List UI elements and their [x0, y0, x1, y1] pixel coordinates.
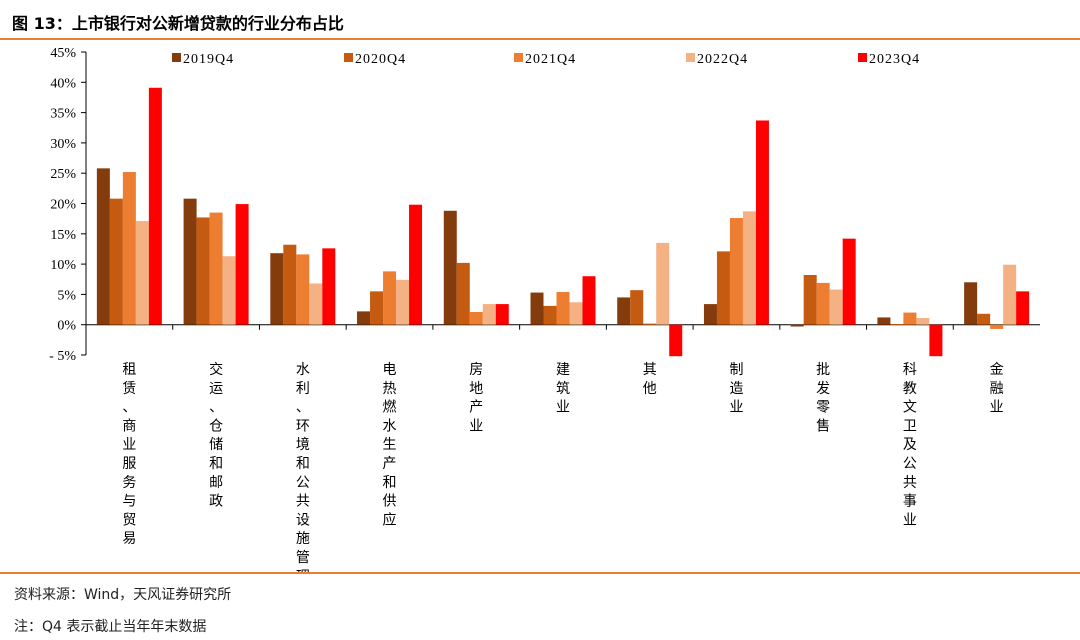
category-label: 交运、仓储和邮政 — [209, 361, 223, 510]
y-tick-label: 45% — [50, 46, 76, 61]
bar-2023Q4 — [235, 204, 249, 325]
category-label: 金融业 — [990, 362, 1004, 416]
bar-2021Q4 — [209, 212, 223, 325]
bar-chart: 45% 40% 35% 30% 25% 20% 15% 10% 5% 0% - 5% 租赁、商业服务… — [49, 46, 1040, 572]
legend-label: 2020Q4 — [355, 52, 406, 67]
y-tick-label: 40% — [50, 76, 76, 91]
bars — [96, 87, 1030, 357]
legend-swatch — [344, 53, 353, 62]
bar-2020Q4 — [370, 291, 384, 325]
legend-swatch — [172, 53, 181, 62]
bar-2020Q4 — [196, 217, 210, 325]
category-label: 批发零售 — [816, 362, 830, 434]
legend-swatch — [514, 53, 523, 62]
bar-2021Q4 — [556, 291, 570, 325]
bar-2022Q4 — [742, 211, 756, 325]
category-label: 水利、环境和公共设施管理 — [296, 362, 310, 572]
bar-2021Q4 — [296, 254, 310, 325]
category-label: 制造业 — [729, 362, 743, 416]
bar-2022Q4 — [309, 283, 323, 325]
category-label: 科教文卫及公共事业 — [903, 362, 917, 528]
bar-2023Q4 — [148, 87, 162, 325]
bar-2020Q4 — [283, 244, 297, 325]
bar-2019Q4 — [877, 317, 891, 325]
x-axis — [86, 324, 1040, 330]
bar-2019Q4 — [270, 253, 284, 325]
bar-2019Q4 — [96, 168, 110, 325]
y-tick-label: 15% — [50, 228, 76, 243]
bar-2019Q4 — [703, 304, 717, 325]
bar-2021Q4 — [643, 323, 657, 325]
source-note: 资料来源：Wind，天风证券研究所 — [14, 587, 232, 603]
category-labels: 租赁、商业服务与贸易 交运、仓储和邮政 水利、环境和公共设施管理 电热燃水生产和供应 房… — [122, 361, 1003, 572]
bar-2019Q4 — [357, 311, 371, 325]
y-tick-label: 10% — [50, 258, 76, 273]
bar-2022Q4 — [482, 304, 496, 325]
bar-2022Q4 — [222, 256, 236, 325]
bar-2019Q4 — [183, 198, 197, 325]
legend-label: 2021Q4 — [525, 52, 576, 67]
bar-2022Q4 — [656, 242, 670, 325]
bar-2022Q4 — [916, 318, 930, 325]
bar-2020Q4 — [456, 262, 470, 325]
bar-2023Q4 — [929, 324, 943, 357]
bar-2019Q4 — [964, 282, 978, 325]
legend-label: 2019Q4 — [183, 52, 234, 67]
footnote: 注：Q4 表示截止当年年末数据 — [14, 619, 207, 635]
y-tick-label: 20% — [50, 198, 76, 213]
bar-2019Q4 — [790, 324, 804, 327]
bar-2019Q4 — [530, 292, 544, 325]
bar-2020Q4 — [543, 305, 557, 325]
category-label: 建筑业 — [556, 362, 570, 416]
figure-title: 图 13：上市银行对公新增贷款的行业分布占比 — [12, 14, 344, 33]
bar-2021Q4 — [122, 171, 136, 325]
bar-2023Q4 — [495, 304, 509, 325]
bar-2019Q4 — [443, 210, 457, 325]
bar-2022Q4 — [569, 302, 583, 325]
bar-2023Q4 — [842, 238, 856, 325]
legend-label: 2022Q4 — [697, 52, 748, 67]
y-axis: 45% 40% 35% 30% 25% 20% 15% 10% 5% 0% - 5% — [49, 46, 87, 364]
category-label: 电热燃水生产和供应 — [383, 362, 397, 528]
y-tick-label: 0% — [57, 319, 76, 334]
top-rule — [0, 38, 1080, 40]
bar-2021Q4 — [903, 312, 917, 325]
bar-2021Q4 — [729, 218, 743, 325]
legend-swatch — [858, 53, 867, 62]
legend-swatch — [686, 53, 695, 62]
bar-2023Q4 — [409, 204, 423, 325]
bar-2023Q4 — [669, 324, 683, 357]
bar-2022Q4 — [829, 289, 843, 325]
category-label: 其他 — [643, 362, 657, 397]
bar-2021Q4 — [383, 271, 397, 325]
bar-2021Q4 — [816, 282, 830, 325]
bar-2020Q4 — [109, 198, 123, 325]
bar-2023Q4 — [322, 248, 336, 325]
bar-2023Q4 — [755, 120, 769, 325]
y-tick-label: 35% — [50, 107, 76, 122]
bar-2021Q4 — [990, 324, 1004, 329]
y-tick-label: - 5% — [49, 349, 76, 364]
legend: 2019Q4 2020Q4 2021Q4 2022Q4 2023Q4 — [172, 52, 920, 67]
y-tick-label: 5% — [57, 288, 76, 303]
bar-2023Q4 — [582, 276, 596, 325]
bar-2020Q4 — [630, 290, 644, 325]
bar-2020Q4 — [890, 324, 904, 325]
bar-2019Q4 — [617, 297, 631, 325]
bottom-rule — [0, 572, 1080, 574]
category-label: 租赁、商业服务与贸易 — [122, 362, 136, 547]
bar-2020Q4 — [716, 251, 730, 325]
bar-2022Q4 — [1003, 264, 1017, 325]
bar-2023Q4 — [1016, 291, 1030, 325]
bar-2022Q4 — [135, 221, 149, 325]
bar-2022Q4 — [396, 279, 410, 325]
category-label: 房地产业 — [469, 362, 483, 434]
y-tick-label: 30% — [50, 137, 76, 152]
bar-2020Q4 — [803, 275, 817, 325]
bar-2020Q4 — [977, 313, 991, 325]
y-tick-label: 25% — [50, 167, 76, 182]
bar-2021Q4 — [469, 311, 483, 325]
legend-label: 2023Q4 — [869, 52, 920, 67]
